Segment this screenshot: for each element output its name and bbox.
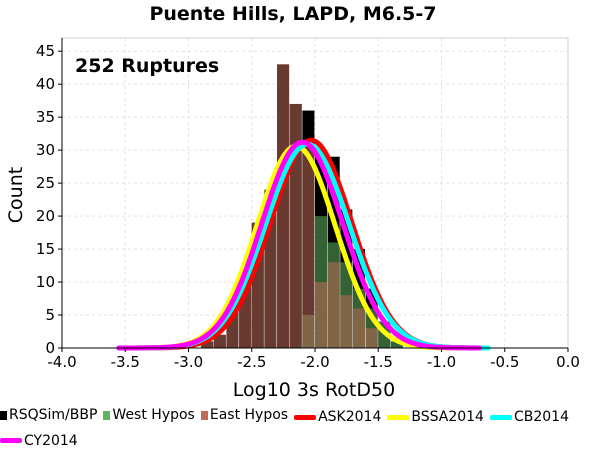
east-hypos-bar-10 xyxy=(327,262,340,348)
legend-label-ask2014: ASK2014 xyxy=(318,409,382,425)
legend-label-rsqsim-bbp: RSQSim/BBP xyxy=(9,407,98,423)
y-tick-label-8: 40 xyxy=(36,75,55,93)
x-tick-label-6: -1.0 xyxy=(427,353,456,371)
east-hypos-bar-11 xyxy=(340,295,353,348)
curve-cy2014 xyxy=(116,139,482,351)
legend-label-cy2014: CY2014 xyxy=(24,432,78,449)
legend-item-bssa2014: BSSA2014 xyxy=(387,406,484,428)
x-tick-label-2: -3.0 xyxy=(174,353,203,371)
legend-swatch-ask2014 xyxy=(294,414,317,420)
east-hypos-bar-8 xyxy=(302,143,315,348)
y-tick-label-9: 45 xyxy=(36,42,55,60)
legend-label-bssa2014: BSSA2014 xyxy=(411,409,484,425)
y-tick-label-5: 25 xyxy=(36,174,55,192)
rupture-count-annotation: 252 Ruptures xyxy=(75,55,219,77)
legend-swatch-east-hypos xyxy=(200,410,208,420)
y-tick-label-6: 30 xyxy=(36,141,55,159)
y-tick-label-4: 20 xyxy=(36,207,55,225)
legend-item-cb2014: CB2014 xyxy=(489,406,569,428)
legend-item-rsqsim-bbp: RSQSim/BBP xyxy=(0,404,97,426)
chart-title: Puente Hills, LAPD, M6.5-7 xyxy=(149,3,436,25)
y-tick-label-1: 5 xyxy=(45,306,55,324)
x-axis-label: Log10 3s RotD50 xyxy=(233,379,395,401)
east-hypos-bar-12 xyxy=(352,308,365,348)
y-tick-label-0: 0 xyxy=(45,339,55,357)
legend-swatch-bssa2014 xyxy=(387,414,410,420)
legend-item-east-hypos: East Hypos xyxy=(200,404,289,426)
y-tick-label-2: 10 xyxy=(36,273,55,291)
legend-label-cb2014: CB2014 xyxy=(513,409,569,425)
east-hypos-bar-1 xyxy=(213,334,226,348)
legend-item-ask2014: ASK2014 xyxy=(294,406,381,428)
axes: -4.0 -3.5 -3.0 -2.5 -2.0 -1.5 -1.0 -0.5 0.0 0 5 10 1… xyxy=(36,38,580,371)
x-tick-label-0: -4.0 xyxy=(47,353,76,371)
legend-label-west-hypos: West Hypos xyxy=(112,407,195,423)
legend-item-cy2014: CY2014 xyxy=(0,430,78,452)
legend-item-west-hypos: West Hypos xyxy=(103,404,195,426)
x-tick-label-4: -2.0 xyxy=(300,353,329,371)
y-tick-label-3: 15 xyxy=(36,240,55,258)
legend-swatch-cb2014 xyxy=(489,414,512,420)
x-tick-label-5: -1.5 xyxy=(364,353,393,371)
x-tick-label-3: -2.5 xyxy=(237,353,266,371)
legend-label-east-hypos: East Hypos xyxy=(209,407,289,423)
legend-swatch-rsqsim-bbp xyxy=(0,410,7,420)
east-hypos-bar-0 xyxy=(201,341,214,348)
legend-swatch-cy2014 xyxy=(0,438,22,443)
legend: RSQSim/BBP West Hypos East Hypos ASK2014 BSS… xyxy=(0,404,600,452)
histogram-chart: Puente Hills, LAPD, M6.5-7 -4.0 -3.5 -3.0-… xyxy=(5,3,580,401)
y-tick-label-7: 35 xyxy=(36,108,55,126)
gmpe-curves xyxy=(116,137,491,351)
east-hypos-bar-9 xyxy=(315,282,328,348)
legend-swatch-west-hypos xyxy=(103,410,111,420)
x-tick-label-1: -3.5 xyxy=(111,353,140,371)
west-hypos-bar-15 xyxy=(390,341,403,348)
east-hypos-bar-6 xyxy=(277,64,290,348)
east-hypos-bar-13 xyxy=(365,328,378,348)
y-axis-label: Count xyxy=(5,167,27,223)
x-tick-label-8: 0.0 xyxy=(556,353,580,371)
x-tick-label-7: -0.5 xyxy=(490,353,519,371)
